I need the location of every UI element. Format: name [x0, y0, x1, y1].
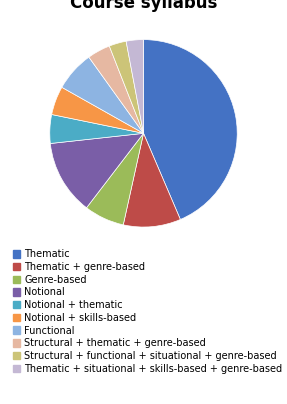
Wedge shape	[109, 41, 144, 133]
Title: Course syllabus: Course syllabus	[70, 0, 217, 12]
Wedge shape	[62, 57, 144, 133]
Wedge shape	[144, 40, 237, 219]
Wedge shape	[50, 114, 144, 143]
Wedge shape	[52, 87, 144, 133]
Wedge shape	[50, 133, 144, 208]
Wedge shape	[123, 133, 180, 227]
Wedge shape	[89, 46, 144, 133]
Wedge shape	[126, 40, 144, 133]
Legend: Thematic, Thematic + genre-based, Genre-based, Notional, Notional + thematic, No: Thematic, Thematic + genre-based, Genre-…	[11, 247, 284, 376]
Wedge shape	[87, 133, 144, 225]
